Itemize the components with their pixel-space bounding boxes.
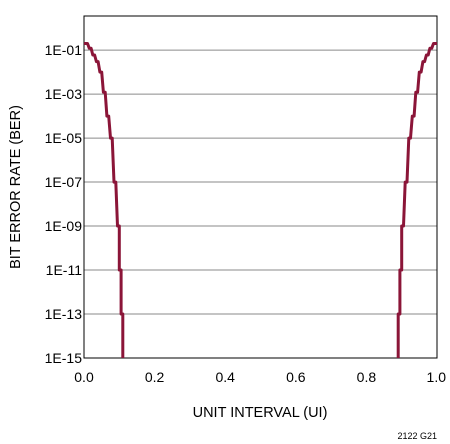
x-tick-label: 0.6 (286, 369, 306, 385)
x-axis-label: UNIT INTERVAL (UI) (193, 405, 328, 421)
right-bathtub-curve (396, 42, 437, 358)
x-tick-label: 0.0 (74, 369, 94, 385)
grid-lines (84, 49, 437, 315)
y-tick-label: 1E-03 (45, 86, 83, 102)
y-tick-label: 1E-07 (45, 174, 83, 190)
x-tick-label: 1.0 (427, 369, 447, 385)
y-tick-label: 1E-05 (45, 130, 83, 146)
y-tick-label: 1E-01 (45, 42, 83, 58)
figure-code: 2122 G21 (397, 431, 437, 441)
plot-frame (83, 15, 438, 359)
y-axis-label: BIT ERROR RATE (BER) (8, 105, 24, 269)
y-tick-label: 1E-13 (45, 306, 83, 322)
y-tick-label: 1E-09 (45, 218, 83, 234)
x-tick-labels: 0.0 0.2 0.4 0.6 0.8 1.0 (74, 369, 446, 385)
x-tick-label: 0.8 (357, 369, 377, 385)
series-layer (84, 42, 437, 358)
y-tick-label: 1E-11 (46, 262, 83, 278)
x-tick-label: 0.2 (145, 369, 165, 385)
y-tick-label: 1E-15 (45, 350, 83, 366)
left-bathtub-curve (84, 42, 125, 358)
y-tick-labels: 1E-01 1E-03 1E-05 1E-07 1E-09 1E-11 1E-13 1E-15 (45, 42, 83, 366)
x-tick-label: 0.4 (215, 369, 235, 385)
